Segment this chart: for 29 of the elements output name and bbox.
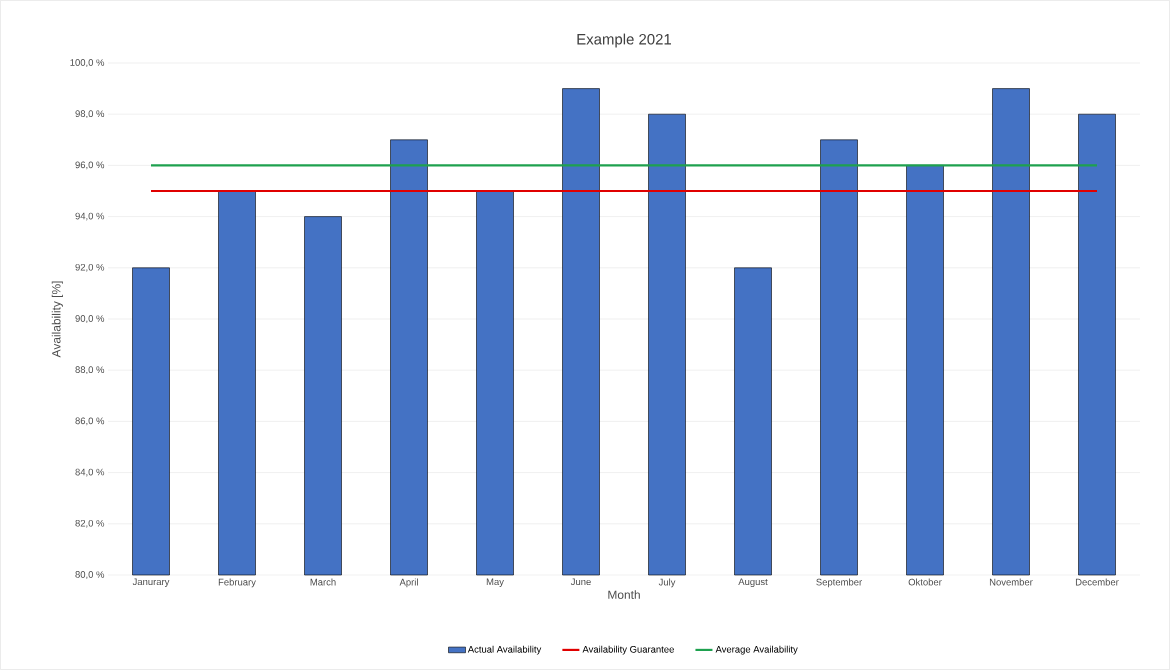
x-tick-label: December [1075,578,1119,586]
x-tick-label: May [486,578,504,587]
x-tick-label: June [570,578,591,586]
x-tick-label: August [738,578,768,587]
y-axis-title: Availability [%] [51,281,63,358]
y-tick-label: 100,0 % [70,59,105,67]
y-tick-label: 82,0 % [75,519,105,528]
x-tick-label: Janurary [132,578,170,587]
legend-label: Availability Guarantee [582,645,674,655]
chart-title: Example 2021 [577,33,672,48]
x-tick-label: Oktober [908,578,942,586]
y-tick-label: 84,0 % [75,468,105,477]
x-tick-label: July [658,578,676,588]
x-tick-label: April [399,578,418,588]
y-tick-label: 90,0 % [75,315,105,323]
x-tick-label: November [989,578,1033,586]
x-tick-label: September [816,578,862,588]
y-tick-label: 86,0 % [75,417,105,426]
y-tick-label: 88,0 % [75,366,105,375]
y-tick-label: 98,0 % [75,110,105,119]
x-axis-title: Month [608,590,640,599]
x-tick-label: March [310,578,336,586]
y-tick-label: 92,0 % [75,263,105,272]
y-tick-label: 80,0 % [75,571,105,579]
y-tick-label: 94,0 % [75,212,105,221]
legend-label: Actual Availability [467,645,542,655]
y-tick-label: 96,0 % [75,161,105,170]
x-tick-label: February [218,578,256,588]
legend-label: Average Availability [715,645,798,655]
